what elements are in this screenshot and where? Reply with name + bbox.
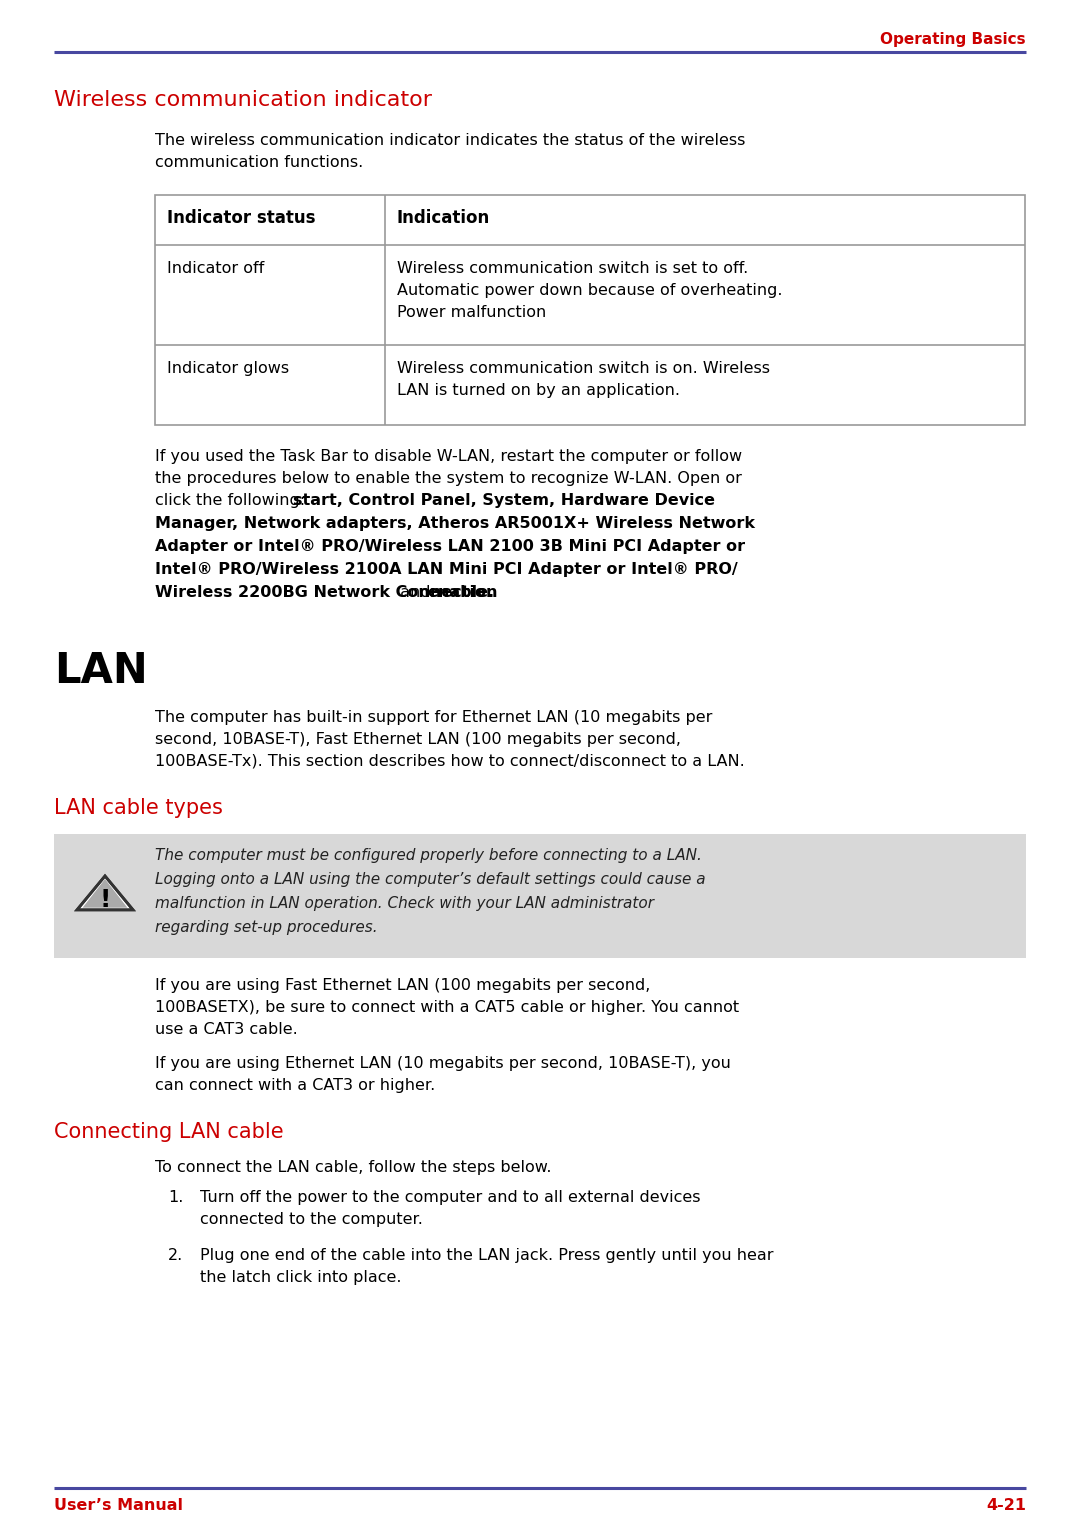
Text: Wireless communication switch is on. Wireless: Wireless communication switch is on. Wir… <box>397 361 770 376</box>
Polygon shape <box>77 876 133 910</box>
Text: enable.: enable. <box>428 586 495 599</box>
Text: The computer must be configured properly before connecting to a LAN.: The computer must be configured properly… <box>156 849 702 862</box>
Text: Indicator off: Indicator off <box>167 261 265 277</box>
Text: can connect with a CAT3 or higher.: can connect with a CAT3 or higher. <box>156 1078 435 1093</box>
Text: malfunction in LAN operation. Check with your LAN administrator: malfunction in LAN operation. Check with… <box>156 896 654 911</box>
Bar <box>54 833 1026 959</box>
Text: Connecting LAN cable: Connecting LAN cable <box>54 1122 284 1142</box>
Text: Logging onto a LAN using the computer’s default settings could cause a: Logging onto a LAN using the computer’s … <box>156 872 705 887</box>
Text: 100BASETX), be sure to connect with a CAT5 cable or higher. You cannot: 100BASETX), be sure to connect with a CA… <box>156 1000 739 1015</box>
Text: To connect the LAN cable, follow the steps below.: To connect the LAN cable, follow the ste… <box>156 1161 552 1174</box>
Text: connected to the computer.: connected to the computer. <box>200 1212 423 1226</box>
Text: LAN is turned on by an application.: LAN is turned on by an application. <box>397 382 680 398</box>
Text: Adapter or Intel® PRO/Wireless LAN 2100 3B Mini PCI Adapter or: Adapter or Intel® PRO/Wireless LAN 2100 … <box>156 540 745 553</box>
Text: Power malfunction: Power malfunction <box>397 304 546 320</box>
Text: use a CAT3 cable.: use a CAT3 cable. <box>156 1021 298 1037</box>
Text: If you used the Task Bar to disable W-LAN, restart the computer or follow: If you used the Task Bar to disable W-LA… <box>156 450 742 463</box>
Text: Wireless communication switch is set to off.: Wireless communication switch is set to … <box>397 261 748 277</box>
Text: Plug one end of the cable into the LAN jack. Press gently until you hear: Plug one end of the cable into the LAN j… <box>200 1248 773 1263</box>
Text: start, Control Panel, System, Hardware Device: start, Control Panel, System, Hardware D… <box>293 492 715 508</box>
Text: User’s Manual: User’s Manual <box>54 1498 183 1514</box>
Text: 2.: 2. <box>168 1248 184 1263</box>
Text: communication functions.: communication functions. <box>156 154 363 170</box>
Bar <box>156 196 1025 425</box>
Text: !: ! <box>99 888 110 911</box>
Text: If you are using Fast Ethernet LAN (100 megabits per second,: If you are using Fast Ethernet LAN (100 … <box>156 979 650 992</box>
Text: 4-21: 4-21 <box>986 1498 1026 1514</box>
Text: and: and <box>394 586 435 599</box>
Text: The computer has built-in support for Ethernet LAN (10 megabits per: The computer has built-in support for Et… <box>156 709 713 725</box>
Text: regarding set-up procedures.: regarding set-up procedures. <box>156 920 378 936</box>
Text: LAN cable types: LAN cable types <box>54 798 222 818</box>
Text: Automatic power down because of overheating.: Automatic power down because of overheat… <box>397 283 783 298</box>
Polygon shape <box>82 879 127 908</box>
Text: 100BASE-Tx). This section describes how to connect/disconnect to a LAN.: 100BASE-Tx). This section describes how … <box>156 754 745 769</box>
Text: click the following:: click the following: <box>156 492 310 508</box>
Text: second, 10BASE-T), Fast Ethernet LAN (100 megabits per second,: second, 10BASE-T), Fast Ethernet LAN (10… <box>156 732 681 748</box>
Text: Wireless 2200BG Network Connection: Wireless 2200BG Network Connection <box>156 586 498 599</box>
Text: the latch click into place.: the latch click into place. <box>200 1271 402 1284</box>
Text: LAN: LAN <box>54 650 148 693</box>
Text: the procedures below to enable the system to recognize W-LAN. Open or: the procedures below to enable the syste… <box>156 471 742 486</box>
Text: Manager, Network adapters, Atheros AR5001X+ Wireless Network: Manager, Network adapters, Atheros AR500… <box>156 515 755 531</box>
Text: Indicator glows: Indicator glows <box>167 361 289 376</box>
Text: Intel® PRO/Wireless 2100A LAN Mini PCI Adapter or Intel® PRO/: Intel® PRO/Wireless 2100A LAN Mini PCI A… <box>156 563 738 576</box>
Text: Indication: Indication <box>397 209 490 226</box>
Text: Indicator status: Indicator status <box>167 209 315 226</box>
Text: Wireless communication indicator: Wireless communication indicator <box>54 90 432 110</box>
Text: If you are using Ethernet LAN (10 megabits per second, 10BASE-T), you: If you are using Ethernet LAN (10 megabi… <box>156 1057 731 1070</box>
Text: Turn off the power to the computer and to all external devices: Turn off the power to the computer and t… <box>200 1190 701 1205</box>
Text: Operating Basics: Operating Basics <box>880 32 1026 47</box>
Text: 1.: 1. <box>168 1190 184 1205</box>
Text: The wireless communication indicator indicates the status of the wireless: The wireless communication indicator ind… <box>156 133 745 148</box>
